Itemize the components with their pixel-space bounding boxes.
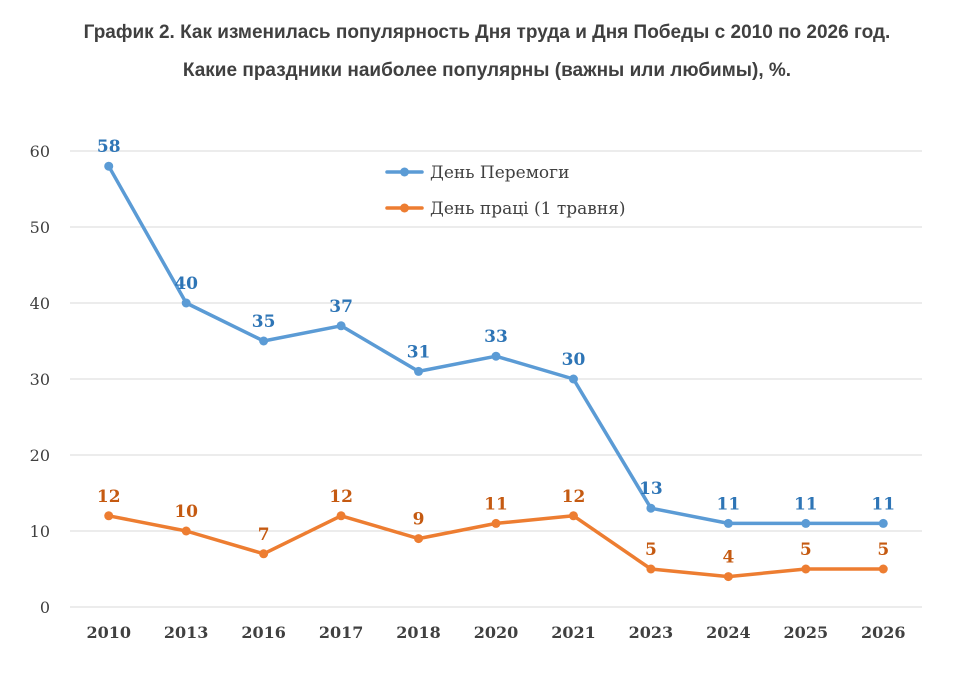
data-point-victory xyxy=(646,503,656,513)
x-tick-label: 2024 xyxy=(706,623,751,642)
x-tick-label: 2026 xyxy=(861,623,906,642)
x-tick-label: 2025 xyxy=(784,623,829,642)
data-point-labour xyxy=(491,518,501,528)
x-tick-label: 2010 xyxy=(86,623,131,642)
data-label-victory: 33 xyxy=(484,327,508,347)
data-label-labour: 5 xyxy=(877,540,889,560)
y-tick-label: 60 xyxy=(30,142,50,161)
data-point-victory xyxy=(491,351,501,361)
data-point-labour xyxy=(568,511,578,521)
y-axis-ticks: 0 10 20 30 40 50 60 xyxy=(30,142,50,617)
data-label-labour: 12 xyxy=(97,487,121,507)
y-tick-label: 40 xyxy=(30,294,50,313)
legend-label-victory: День Перемоги xyxy=(430,163,569,183)
y-tick-label: 50 xyxy=(30,218,50,237)
y-tick-label: 0 xyxy=(40,598,50,617)
data-point-victory xyxy=(414,366,424,376)
data-label-victory: 13 xyxy=(639,479,663,499)
x-tick-label: 2017 xyxy=(319,623,364,642)
legend-marker-labour xyxy=(400,203,409,213)
y-tick-label: 10 xyxy=(30,522,50,541)
data-point-victory xyxy=(723,518,733,528)
data-label-victory: 58 xyxy=(97,137,121,157)
data-label-victory: 31 xyxy=(407,342,431,362)
x-tick-label: 2021 xyxy=(551,623,596,642)
data-point-labour xyxy=(181,526,191,536)
data-label-victory: 11 xyxy=(871,494,895,514)
data-label-labour: 12 xyxy=(562,487,586,507)
legend: День Перемоги День праці (1 травня) xyxy=(385,163,626,219)
data-labels: 58 40 35 37 31 33 30 13 11 11 11 12 10 7 12 9 11 12 5 4 5 5 xyxy=(97,137,895,567)
data-label-victory: 11 xyxy=(717,494,741,514)
data-label-labour: 7 xyxy=(258,525,270,545)
data-point-labour xyxy=(259,549,269,559)
y-tick-label: 20 xyxy=(30,446,50,465)
gridlines xyxy=(70,150,922,608)
data-point-labour xyxy=(414,534,424,544)
data-point-labour xyxy=(336,511,346,521)
chart-title-line-1: График 2. Как изменилась популярность Дн… xyxy=(83,22,891,43)
series xyxy=(104,161,888,582)
data-point-labour xyxy=(104,511,114,521)
data-label-labour: 5 xyxy=(800,540,812,560)
x-tick-label: 2018 xyxy=(396,623,441,642)
x-tick-label: 2016 xyxy=(241,623,286,642)
data-point-victory xyxy=(568,374,578,384)
data-label-labour: 9 xyxy=(413,510,425,530)
data-point-victory xyxy=(336,321,346,331)
data-label-victory: 35 xyxy=(252,312,276,332)
data-point-labour xyxy=(801,564,811,574)
data-point-labour xyxy=(878,564,888,574)
data-label-labour: 5 xyxy=(645,540,657,560)
data-label-labour: 10 xyxy=(174,502,198,522)
data-point-victory xyxy=(878,518,888,528)
data-label-victory: 40 xyxy=(174,274,198,294)
data-point-labour xyxy=(646,564,656,574)
data-label-victory: 37 xyxy=(329,297,353,317)
x-tick-label: 2020 xyxy=(474,623,519,642)
data-point-labour xyxy=(723,572,733,582)
chart-title-line-2: Какие праздники наиболее популярны (важн… xyxy=(182,60,792,81)
data-point-victory xyxy=(801,518,811,528)
data-label-labour: 12 xyxy=(329,487,353,507)
y-tick-label: 30 xyxy=(30,370,50,389)
data-label-victory: 30 xyxy=(562,350,586,370)
data-point-victory xyxy=(104,161,114,171)
data-point-victory xyxy=(259,336,269,346)
x-tick-label: 2023 xyxy=(629,623,674,642)
x-tick-label: 2013 xyxy=(164,623,209,642)
legend-marker-victory xyxy=(400,167,409,177)
x-axis-ticks: 2010 2013 2016 2017 2018 2020 2021 2023 2024 2025… xyxy=(86,623,905,642)
data-label-labour: 11 xyxy=(484,494,508,514)
data-label-labour: 4 xyxy=(722,548,734,568)
data-label-victory: 11 xyxy=(794,494,818,514)
legend-label-labour: День праці (1 травня) xyxy=(430,199,626,219)
data-point-victory xyxy=(181,298,191,308)
